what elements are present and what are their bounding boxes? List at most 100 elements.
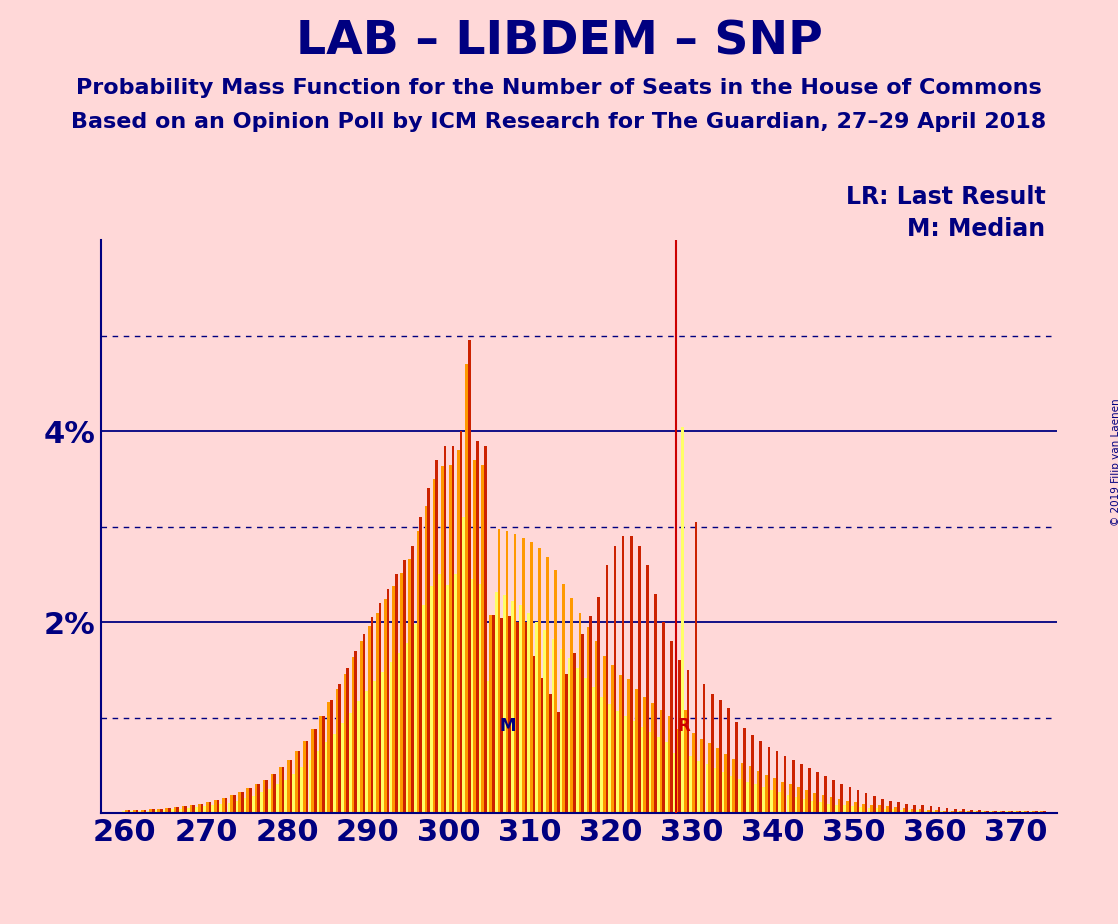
Bar — [555, 569, 557, 813]
Bar — [1026, 811, 1030, 813]
Bar — [625, 716, 627, 813]
Bar — [414, 624, 417, 813]
Bar — [333, 734, 335, 813]
Bar — [400, 573, 402, 813]
Bar — [402, 560, 406, 813]
Bar — [576, 668, 579, 813]
Bar — [444, 445, 446, 813]
Bar — [736, 723, 738, 813]
Bar — [149, 809, 152, 813]
Bar — [406, 643, 408, 813]
Bar — [665, 741, 667, 813]
Bar — [549, 694, 551, 813]
Bar — [190, 806, 192, 813]
Bar — [141, 810, 144, 813]
Bar — [925, 811, 927, 813]
Bar — [686, 670, 689, 813]
Bar — [657, 736, 660, 813]
Bar — [440, 466, 444, 813]
Bar — [322, 716, 324, 813]
Bar — [616, 711, 619, 813]
Bar — [773, 778, 776, 813]
Bar — [708, 744, 711, 813]
Bar — [671, 641, 673, 813]
Bar — [177, 808, 179, 813]
Bar — [792, 760, 795, 813]
Bar — [505, 531, 509, 813]
Bar — [932, 811, 935, 813]
Bar — [490, 614, 492, 813]
Bar — [335, 689, 339, 813]
Bar — [681, 428, 684, 813]
Bar — [168, 808, 171, 813]
Bar — [376, 613, 379, 813]
Bar — [940, 811, 944, 813]
Bar — [158, 809, 160, 813]
Bar — [967, 811, 970, 813]
Bar — [122, 811, 125, 813]
Bar — [805, 790, 808, 813]
Bar — [887, 807, 889, 813]
Bar — [978, 810, 980, 813]
Bar — [282, 767, 284, 813]
Bar — [1030, 811, 1032, 813]
Bar — [476, 441, 479, 813]
Bar — [1016, 811, 1018, 813]
Bar — [511, 602, 514, 813]
Bar — [206, 802, 209, 813]
Bar — [770, 790, 773, 813]
Bar — [395, 575, 398, 813]
Bar — [667, 716, 671, 813]
Bar — [765, 775, 768, 813]
Bar — [1043, 811, 1045, 813]
Bar — [495, 591, 498, 813]
Bar — [430, 586, 433, 813]
Bar — [398, 652, 400, 813]
Bar — [911, 809, 913, 813]
Bar — [570, 599, 574, 813]
Bar — [144, 810, 146, 813]
Bar — [543, 630, 547, 813]
Bar — [908, 810, 911, 813]
Text: LR: Last Result: LR: Last Result — [845, 185, 1045, 209]
Bar — [271, 774, 274, 813]
Bar — [713, 768, 717, 813]
Bar — [860, 808, 862, 813]
Bar — [1041, 811, 1043, 813]
Bar — [209, 802, 211, 813]
Bar — [173, 808, 177, 813]
Bar — [562, 584, 565, 813]
Bar — [843, 806, 846, 813]
Bar — [1008, 811, 1011, 813]
Bar — [619, 675, 622, 813]
Bar — [385, 600, 387, 813]
Bar — [959, 811, 961, 813]
Bar — [743, 728, 746, 813]
Bar — [593, 687, 595, 813]
Bar — [757, 772, 759, 813]
Bar — [514, 534, 517, 813]
Bar — [1035, 811, 1038, 813]
Bar — [287, 760, 290, 813]
Text: M: M — [499, 717, 515, 735]
Bar — [360, 641, 362, 813]
Bar — [1024, 811, 1026, 813]
Bar — [252, 796, 255, 813]
Bar — [781, 782, 784, 813]
Bar — [816, 772, 818, 813]
Bar — [730, 776, 732, 813]
Bar — [902, 808, 906, 813]
Bar — [986, 811, 989, 813]
Bar — [921, 806, 925, 813]
Bar — [722, 772, 724, 813]
Bar — [433, 479, 435, 813]
Bar — [1038, 811, 1041, 813]
Bar — [328, 702, 330, 813]
Bar — [160, 809, 163, 813]
Bar — [603, 656, 606, 813]
Bar — [371, 617, 373, 813]
Bar — [214, 800, 217, 813]
Bar — [498, 529, 500, 813]
Bar — [1032, 811, 1035, 813]
Bar — [944, 811, 946, 813]
